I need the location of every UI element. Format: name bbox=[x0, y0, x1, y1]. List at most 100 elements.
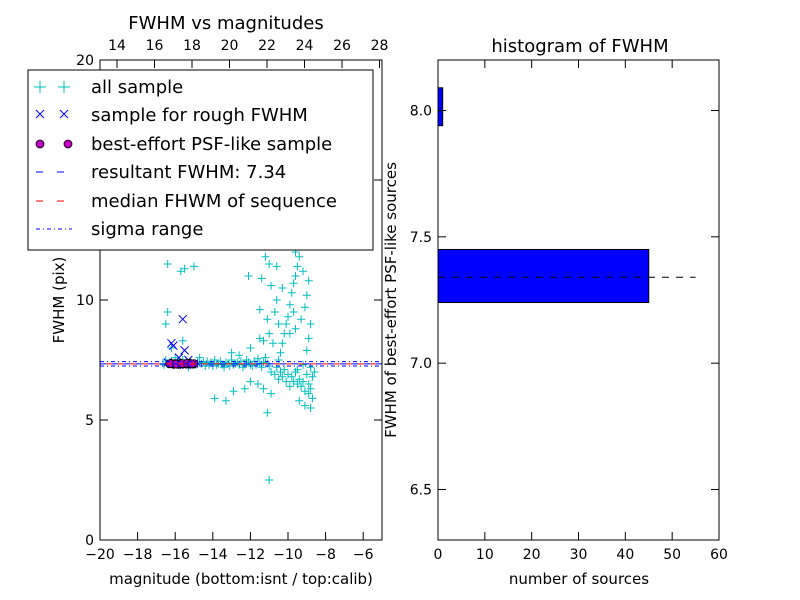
top-tick-label: 14 bbox=[108, 38, 126, 54]
all-sample-point bbox=[300, 387, 309, 396]
y-tick-label: 0 bbox=[85, 533, 94, 549]
all-sample-point bbox=[302, 346, 311, 355]
histogram-axes: 0 10 20 30 40 50 60 6.5 7.0 7.5 8.0 bbox=[410, 60, 728, 563]
histogram-ylabel: FWHM of best-effort PSF-like sources bbox=[382, 162, 400, 438]
scatter-bottom-left-axis: −20−18−16−14−12−10−8−605101520 bbox=[76, 53, 382, 563]
all-sample-point bbox=[302, 370, 311, 379]
legend-entry-all-sample: all sample bbox=[34, 77, 183, 98]
all-sample-point bbox=[291, 324, 300, 333]
all-sample-point bbox=[261, 353, 270, 362]
hist-x-tick-label: 60 bbox=[710, 547, 728, 563]
x-tick-label: −10 bbox=[273, 547, 303, 563]
all-sample-point bbox=[297, 315, 306, 324]
all-sample-point bbox=[304, 380, 313, 388]
rough-sample-point bbox=[180, 346, 189, 355]
all-sample-point bbox=[267, 281, 276, 290]
all-sample-point bbox=[163, 308, 172, 316]
x-tick-label: −12 bbox=[236, 547, 266, 563]
all-sample-point bbox=[287, 372, 296, 381]
all-sample-point bbox=[199, 358, 208, 367]
all-sample-point bbox=[261, 252, 270, 261]
rough-sample-point bbox=[168, 341, 178, 350]
hist-y-tick-label: 7.5 bbox=[410, 230, 432, 246]
all-sample-point bbox=[274, 356, 283, 364]
all-sample-point bbox=[210, 394, 219, 403]
scatter-panel: FWHM vs magnitudes 14 16 18 20 22 24 26 28 −20−… bbox=[27, 13, 388, 588]
hist-y-tick-label: 6.5 bbox=[410, 482, 432, 498]
top-tick-label: 26 bbox=[333, 38, 351, 54]
hist-y-tick-label: 8.0 bbox=[410, 104, 432, 120]
legend-entry-psf-sample: best-effort PSF-like sample bbox=[35, 134, 332, 155]
histogram-title: histogram of FWHM bbox=[491, 36, 668, 57]
all-sample-point bbox=[285, 300, 294, 309]
all-sample-point bbox=[161, 320, 170, 328]
all-sample-point bbox=[178, 336, 187, 345]
all-sample-point bbox=[282, 320, 291, 328]
all-sample-point bbox=[289, 308, 298, 316]
legend-label: resultant FWHM: 7.34 bbox=[91, 162, 286, 183]
all-sample-point bbox=[220, 363, 229, 372]
all-sample-point bbox=[210, 356, 219, 364]
scatter-xlabel: magnitude (bottom:isnt / top:calib) bbox=[109, 570, 373, 588]
all-sample-point bbox=[304, 276, 313, 285]
scatter-title: FWHM vs magnitudes bbox=[128, 13, 323, 34]
legend-entry-resultant: resultant FWHM: 7.34 bbox=[36, 162, 286, 183]
legend-box bbox=[27, 69, 374, 251]
all-sample-point bbox=[291, 272, 300, 280]
all-sample-point bbox=[293, 262, 302, 271]
all-sample-point bbox=[229, 387, 238, 396]
all-sample-point bbox=[280, 365, 289, 374]
all-sample-point bbox=[272, 262, 281, 271]
all-sample-point bbox=[240, 384, 249, 393]
legend-label: sigma range bbox=[91, 219, 203, 240]
all-sample-point bbox=[227, 348, 236, 357]
legend-label: median FHWM of sequence bbox=[91, 191, 337, 212]
all-sample-point bbox=[255, 305, 264, 314]
all-sample-point bbox=[259, 384, 268, 393]
top-tick-label: 22 bbox=[258, 38, 276, 54]
legend-label: all sample bbox=[91, 77, 183, 98]
legend-entry-median: median FHWM of sequence bbox=[36, 191, 337, 212]
all-sample-point bbox=[246, 344, 255, 352]
all-sample-point bbox=[268, 339, 277, 348]
all-sample-point bbox=[244, 272, 253, 280]
all-sample-point bbox=[265, 260, 274, 268]
legend-marker-circle bbox=[35, 139, 45, 149]
all-sample-point bbox=[282, 377, 291, 386]
histogram-panel: histogram of FWHM 0 10 20 30 40 50 60 6.5 7.0 7.5… bbox=[382, 36, 728, 588]
hist-x-tick-label: 0 bbox=[434, 547, 443, 563]
scatter-reference-lines bbox=[100, 361, 382, 367]
x-tick-label: −8 bbox=[315, 547, 336, 563]
all-sample-point bbox=[259, 358, 268, 367]
y-tick-label: 20 bbox=[76, 53, 94, 69]
all-sample-point bbox=[299, 377, 308, 386]
all-sample-point bbox=[221, 358, 230, 367]
x-tick-label: −18 bbox=[123, 547, 153, 563]
all-sample-point bbox=[263, 315, 272, 324]
y-tick-label: 10 bbox=[76, 293, 94, 309]
all-sample-point bbox=[284, 312, 292, 321]
top-tick-label: 16 bbox=[146, 38, 164, 54]
legend-label: sample for rough FWHM bbox=[91, 105, 308, 126]
all-sample-point bbox=[163, 260, 172, 268]
top-tick-label: 24 bbox=[296, 38, 314, 54]
all-sample-point bbox=[246, 377, 255, 386]
hist-y-tick-label: 7.0 bbox=[410, 356, 432, 372]
hist-x-tick-label: 10 bbox=[476, 547, 494, 563]
all-sample-point bbox=[306, 363, 315, 372]
y-tick-label: 5 bbox=[85, 413, 94, 429]
legend-entry-sigma: sigma range bbox=[36, 219, 203, 240]
all-sample-point bbox=[295, 252, 304, 261]
all-sample-point bbox=[293, 365, 302, 374]
all-sample-point bbox=[257, 274, 266, 283]
all-sample-point bbox=[289, 377, 298, 386]
all-sample-point bbox=[253, 380, 262, 388]
histogram-xlabel: number of sources bbox=[509, 570, 649, 588]
hist-x-tick-label: 30 bbox=[570, 547, 588, 563]
all-sample-point bbox=[274, 375, 283, 384]
all-sample-point bbox=[265, 476, 274, 484]
legend: all sample sample for rough FWHM best-ef… bbox=[27, 69, 374, 251]
top-tick-label: 18 bbox=[183, 38, 201, 54]
legend-marker-circle bbox=[63, 139, 73, 149]
